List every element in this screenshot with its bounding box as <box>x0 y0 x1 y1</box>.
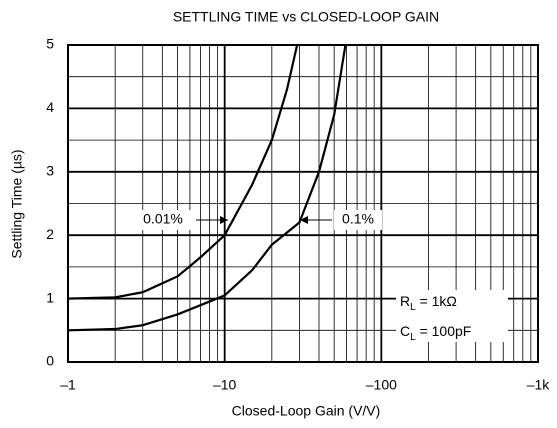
x-tick-label: –1 <box>60 377 76 393</box>
series-line <box>67 44 347 332</box>
y-tick-label: 1 <box>46 289 54 305</box>
arrow-head <box>300 216 308 224</box>
annotation-text: R <box>400 293 410 309</box>
x-tick-label: –10 <box>213 377 237 393</box>
arrow-head <box>220 216 228 224</box>
y-tick-label: 0 <box>46 353 54 369</box>
annotation: 0.01% <box>143 211 183 227</box>
annotation-text: C <box>400 323 410 339</box>
annotation: CL = 100pF <box>400 323 471 343</box>
series-line <box>67 44 299 300</box>
label-bg <box>334 210 382 230</box>
annotation-sub: L <box>410 332 416 343</box>
annotation-sub: L <box>410 302 416 313</box>
x-axis-label: Closed-Loop Gain (V/V) <box>232 403 381 419</box>
annotation: RL = 1kΩ <box>400 293 457 313</box>
lines <box>67 44 347 332</box>
y-tick-label: 4 <box>46 99 54 115</box>
annotations: 0.01% 0.1% RL = 1kΩ CL = 100pF <box>132 210 508 343</box>
label-bg <box>132 210 194 230</box>
x-tick-label: –100 <box>366 377 397 393</box>
y-tick-label: 3 <box>46 163 54 179</box>
annotation: 0.1% <box>342 211 374 227</box>
y-axis-label: Settling Time (µs) <box>9 149 25 258</box>
chart-title: SETTLING TIME vs CLOSED-LOOP GAIN <box>173 9 439 25</box>
label-bg <box>396 290 508 342</box>
annotation-rest: = 100pF <box>416 323 472 339</box>
x-tick-label: –1k <box>527 377 551 393</box>
y-tick-label: 2 <box>46 226 54 242</box>
annotation-rest: = 1kΩ <box>416 293 457 309</box>
plot-frame <box>67 44 539 363</box>
y-tick-label: 5 <box>46 36 54 52</box>
